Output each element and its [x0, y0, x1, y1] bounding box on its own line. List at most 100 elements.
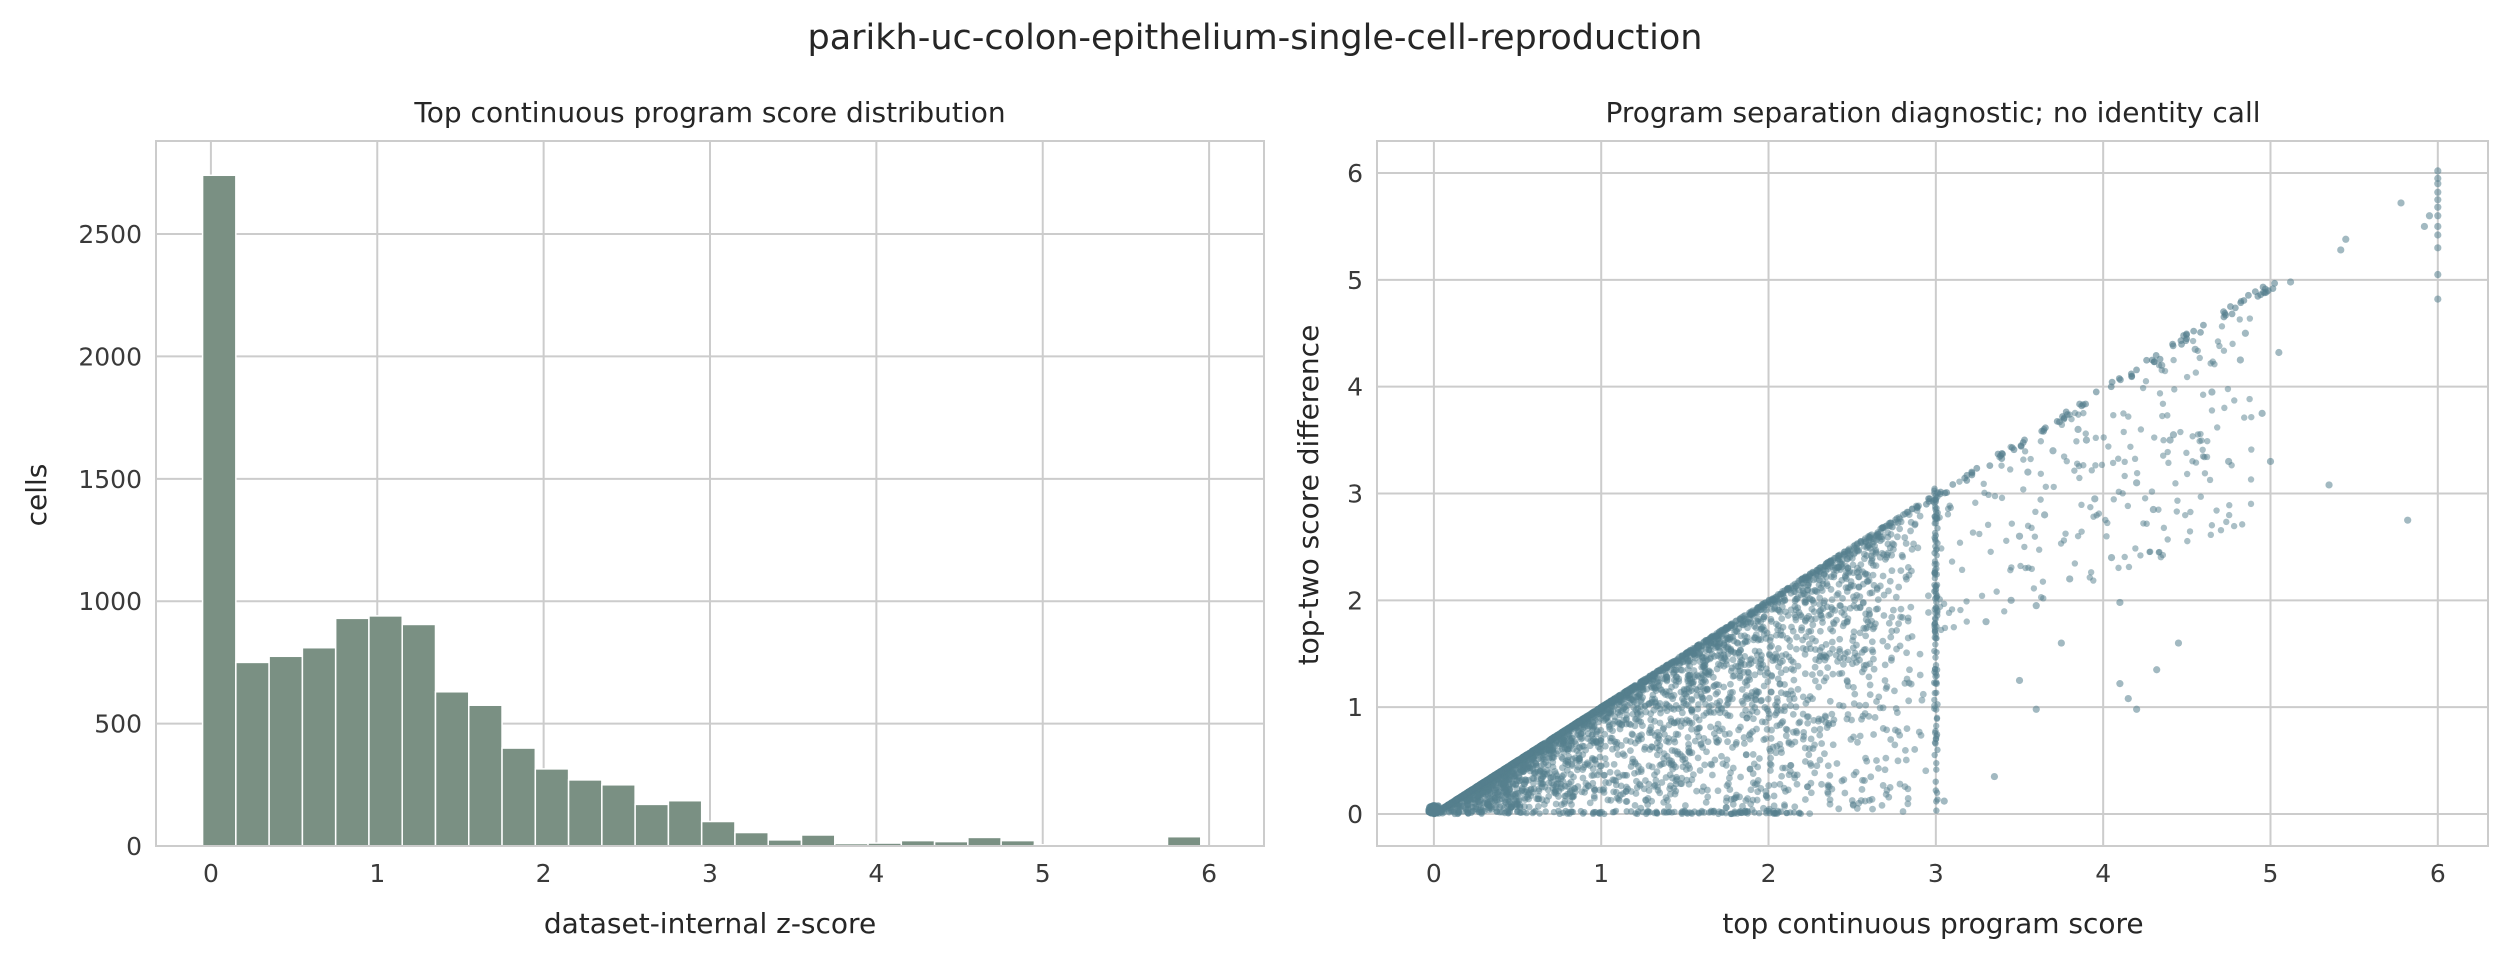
scatter-point	[1714, 739, 1721, 746]
scatter-point	[2037, 470, 2045, 477]
scatter-point	[1808, 671, 1816, 679]
scatter-point	[1764, 678, 1772, 685]
scatter-point	[1729, 673, 1737, 680]
scatter-point	[1850, 628, 1858, 636]
histogram-y-tick-label: 1500	[78, 465, 142, 494]
scatter-point	[1766, 650, 1773, 658]
scatter-point	[1566, 735, 1574, 743]
scatter-point	[1743, 681, 1751, 689]
scatter-point	[1631, 801, 1639, 809]
scatter-point	[2024, 468, 2032, 476]
scatter-point	[1702, 646, 1710, 654]
scatter-point	[1855, 583, 1863, 591]
scatter-point	[1727, 680, 1734, 688]
scatter-point	[1767, 767, 1774, 774]
scatter-point	[2088, 467, 2095, 474]
scatter-point	[1540, 801, 1548, 808]
scatter-point	[1807, 789, 1815, 797]
scatter-point	[1645, 780, 1653, 788]
scatter-point	[1661, 731, 1668, 738]
scatter-point	[1596, 762, 1604, 770]
scatter-point	[1773, 703, 1781, 711]
scatter-point	[1519, 765, 1527, 773]
scatter-point	[1552, 800, 1560, 808]
scatter-point	[1679, 763, 1687, 771]
scatter-point	[1633, 784, 1641, 791]
scatter-point	[1865, 576, 1873, 584]
scatter-point	[1934, 796, 1941, 803]
scatter-point	[1715, 644, 1723, 651]
scatter-point	[1849, 644, 1857, 652]
scatter-point	[2434, 244, 2442, 252]
scatter-point	[1901, 783, 1909, 791]
scatter-point	[1486, 804, 1494, 812]
scatter-point	[2271, 279, 2279, 287]
scatter-point	[1613, 738, 1621, 746]
scatter-point	[1829, 670, 1837, 678]
scatter-point	[2139, 384, 2147, 392]
scatter-y-ticks: 0 1 2 3 4 5 6	[1347, 159, 1363, 829]
histogram-x-tick-label: 5	[1035, 859, 1051, 888]
scatter-point	[2075, 411, 2082, 418]
scatter-point	[2397, 199, 2405, 207]
scatter-point	[2121, 458, 2128, 466]
scatter-point	[1723, 794, 1731, 802]
scatter-point	[2206, 476, 2214, 484]
scatter-point	[1583, 722, 1591, 729]
histogram-panel: 0 1 2 3 4 5 6 0 500 1000 1500 2000 2500 Top continu…	[20, 96, 1265, 940]
scatter-point	[2032, 602, 2040, 610]
scatter-point	[1723, 634, 1731, 642]
scatter-point	[1891, 741, 1899, 749]
scatter-point	[1863, 624, 1871, 631]
scatter-point	[1901, 510, 1909, 518]
scatter-point	[2189, 337, 2197, 345]
scatter-point	[1782, 690, 1790, 698]
histogram-y-tick-label: 2500	[78, 220, 142, 249]
scatter-point	[1464, 809, 1472, 817]
scatter-point	[2143, 356, 2150, 364]
scatter-point	[1710, 730, 1718, 738]
scatter-point	[1754, 606, 1761, 613]
scatter-point	[1892, 593, 1900, 601]
scatter-point	[1848, 716, 1855, 724]
scatter-point	[2166, 436, 2174, 444]
scatter-point	[1684, 702, 1692, 709]
scatter-point	[2275, 348, 2283, 357]
scatter-point	[1653, 678, 1661, 686]
scatter-point	[1525, 789, 1533, 797]
scatter-point	[1718, 752, 1725, 760]
scatter-point	[1791, 580, 1799, 588]
scatter-point	[1672, 702, 1680, 709]
scatter-point	[1753, 725, 1760, 733]
scatter-point	[1936, 514, 1943, 521]
scatter-point	[1866, 796, 1873, 804]
scatter-point	[1534, 792, 1542, 800]
scatter-point	[1537, 766, 1545, 774]
scatter-point	[1568, 808, 1575, 816]
scatter-point	[1859, 599, 1867, 607]
scatter-point	[1998, 462, 2005, 469]
scatter-point	[1757, 618, 1765, 626]
scatter-point	[2190, 327, 2198, 335]
scatter-point	[1630, 704, 1638, 712]
scatter-point	[2174, 639, 2183, 647]
scatter-point	[1933, 807, 1940, 814]
scatter-point	[1608, 697, 1616, 705]
scatter-point	[1801, 598, 1809, 606]
scatter-point	[2076, 474, 2083, 482]
scatter-point	[2204, 437, 2211, 445]
scatter-point	[2141, 495, 2149, 502]
scatter-point	[1773, 631, 1780, 639]
scatter-point	[2098, 461, 2106, 469]
scatter-point	[1673, 656, 1681, 664]
scatter-point	[1623, 711, 1631, 719]
scatter-point	[1493, 808, 1500, 815]
scatter-point	[1896, 731, 1904, 739]
scatter-point	[1822, 641, 1830, 648]
scatter-point	[1949, 481, 1957, 488]
scatter-point	[1611, 808, 1618, 816]
scatter-point	[1699, 694, 1707, 702]
scatter-point	[1862, 632, 1870, 640]
scatter-point	[1615, 720, 1623, 728]
scatter-point	[1790, 695, 1798, 702]
